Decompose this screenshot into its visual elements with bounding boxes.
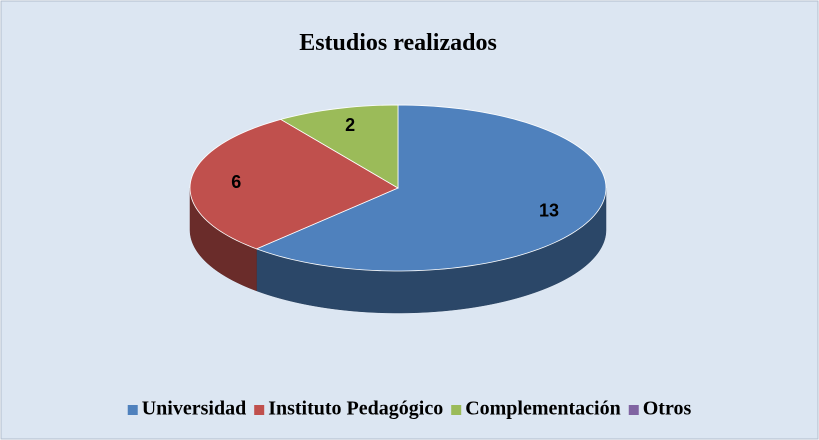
legend-swatch [628, 405, 639, 415]
legend-label: Instituto Pedagógico [268, 398, 443, 420]
pie-slice [279, 104, 399, 189]
data-label: 2 [345, 115, 355, 135]
legend-swatch [254, 405, 265, 415]
data-label: 13 [539, 200, 559, 220]
data-label: 6 [231, 172, 241, 192]
legend-label: Otros [643, 398, 692, 420]
legend-swatch [127, 405, 138, 415]
legend: Universidad Instituto Pedagógico Complemen… [127, 398, 692, 420]
legend-label: Universidad [142, 398, 246, 420]
legend-label: Complementación [465, 398, 621, 420]
chart-title: Estudios realizados [299, 30, 497, 56]
pie-slice [189, 118, 399, 250]
legend-swatch [451, 405, 462, 415]
pie-slice [255, 104, 607, 272]
